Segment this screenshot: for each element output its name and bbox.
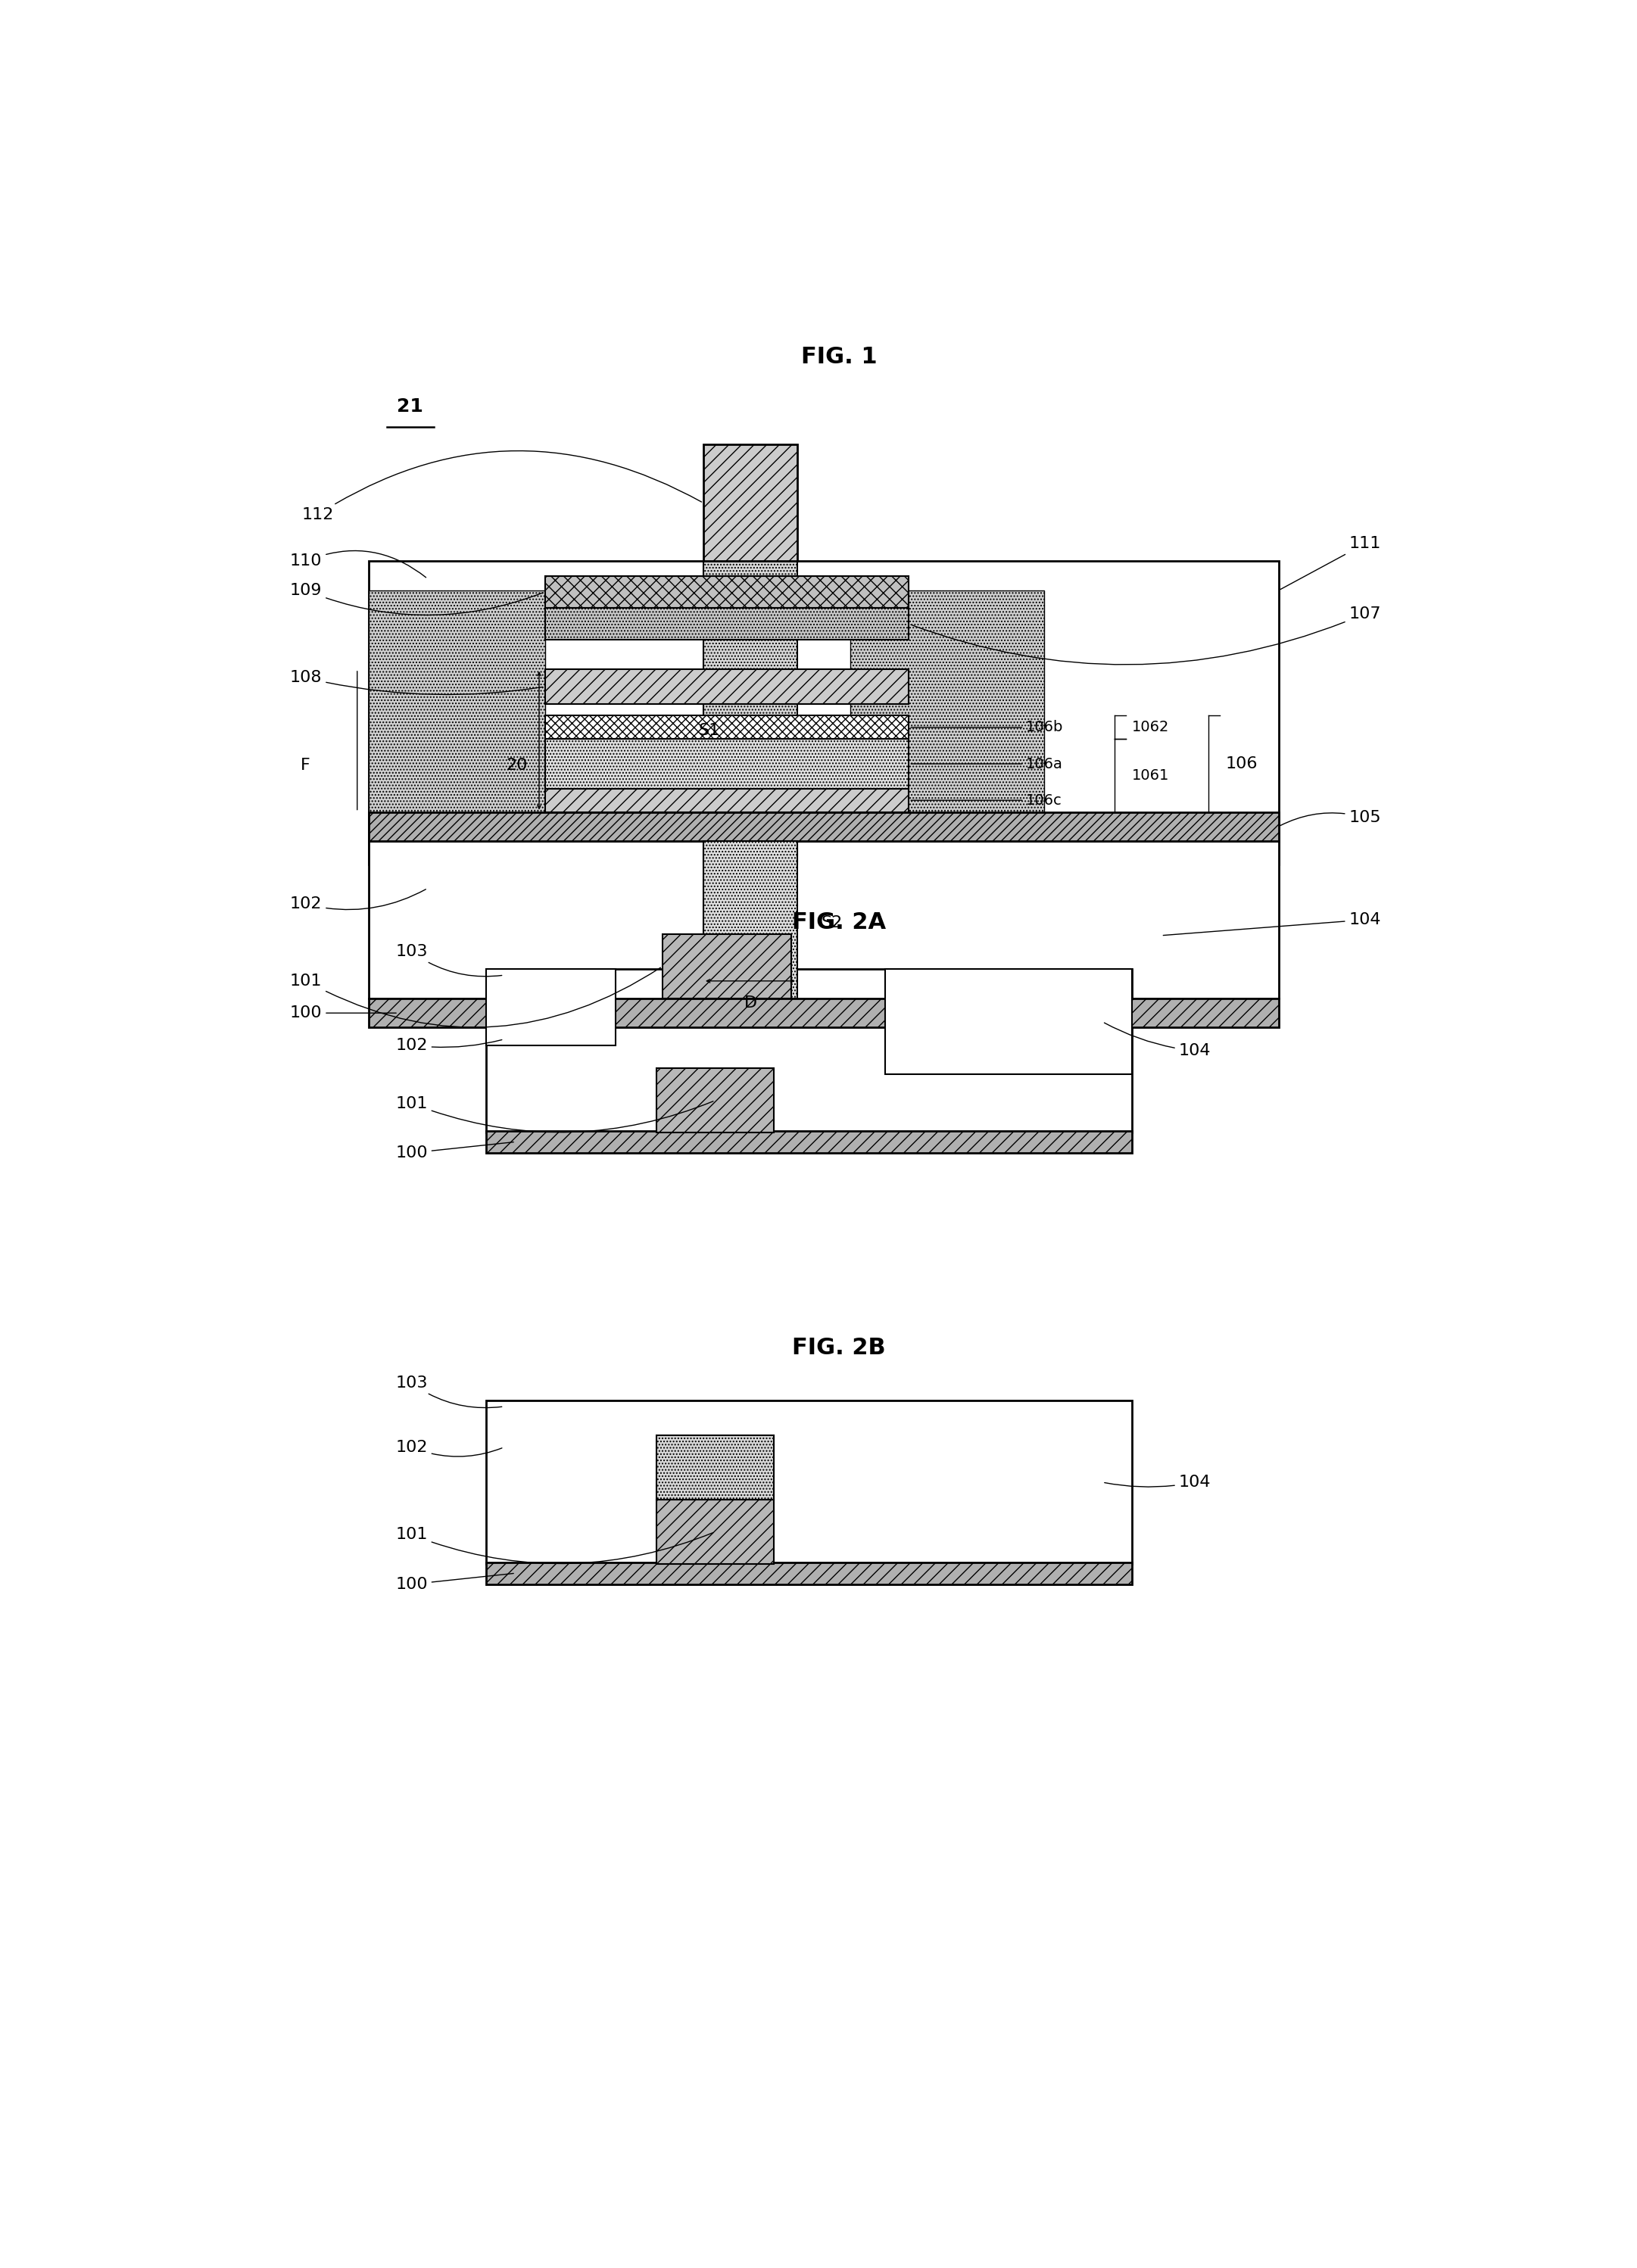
- Bar: [368, 812, 1278, 841]
- Text: 106b: 106b: [910, 721, 1064, 735]
- Text: 1061: 1061: [1131, 769, 1169, 782]
- Bar: [656, 1436, 774, 1499]
- Text: 104: 104: [1164, 912, 1382, 934]
- Text: S2: S2: [820, 914, 841, 930]
- Text: D: D: [743, 996, 756, 1012]
- Bar: [545, 717, 909, 739]
- Bar: [663, 934, 791, 998]
- Text: 109: 109: [290, 583, 543, 615]
- Text: 104: 104: [1105, 1023, 1211, 1059]
- Bar: [656, 1068, 774, 1132]
- Bar: [486, 1402, 1131, 1565]
- Bar: [545, 739, 909, 789]
- Text: F: F: [301, 758, 311, 773]
- Bar: [486, 1563, 1131, 1585]
- Text: 1062: 1062: [1131, 721, 1169, 735]
- Bar: [850, 590, 1044, 812]
- Text: 101: 101: [396, 1526, 714, 1563]
- Bar: [545, 669, 909, 703]
- Text: 100: 100: [290, 1005, 396, 1021]
- Text: 106: 106: [1226, 755, 1257, 771]
- Text: 100: 100: [396, 1574, 514, 1592]
- Bar: [704, 841, 797, 998]
- Text: 112: 112: [301, 451, 702, 522]
- Text: 100: 100: [396, 1143, 514, 1161]
- Text: 107: 107: [910, 606, 1382, 665]
- Text: 101: 101: [396, 1095, 714, 1132]
- Bar: [656, 1499, 774, 1565]
- Bar: [486, 1132, 1131, 1152]
- Bar: [704, 445, 797, 560]
- Bar: [545, 789, 909, 812]
- Text: FIG. 2A: FIG. 2A: [792, 912, 886, 934]
- Bar: [545, 576, 909, 608]
- Bar: [886, 968, 1131, 1075]
- Bar: [368, 841, 1278, 998]
- Bar: [368, 998, 1278, 1027]
- Text: 105: 105: [1280, 810, 1382, 826]
- Bar: [545, 608, 909, 640]
- Text: 103: 103: [396, 943, 503, 978]
- Text: 102: 102: [290, 889, 426, 912]
- Bar: [486, 968, 616, 1046]
- Text: 103: 103: [396, 1377, 503, 1408]
- Text: 102: 102: [396, 1036, 503, 1052]
- Bar: [486, 968, 1131, 1132]
- Text: S1: S1: [699, 723, 720, 737]
- Text: FIG. 1: FIG. 1: [800, 347, 877, 367]
- Text: 111: 111: [1280, 535, 1382, 590]
- Text: 104: 104: [1105, 1474, 1211, 1490]
- Text: 20: 20: [506, 758, 527, 773]
- Bar: [368, 590, 545, 812]
- Text: 21: 21: [396, 397, 424, 415]
- Text: 106a: 106a: [910, 758, 1062, 771]
- Bar: [704, 560, 797, 864]
- Text: FIG. 2B: FIG. 2B: [792, 1338, 886, 1359]
- Bar: [368, 560, 1278, 864]
- Text: 110: 110: [290, 551, 426, 578]
- Text: 102: 102: [396, 1440, 503, 1456]
- Text: 106c: 106c: [910, 794, 1062, 807]
- Text: 108: 108: [290, 671, 543, 694]
- Text: 101: 101: [290, 968, 661, 1027]
